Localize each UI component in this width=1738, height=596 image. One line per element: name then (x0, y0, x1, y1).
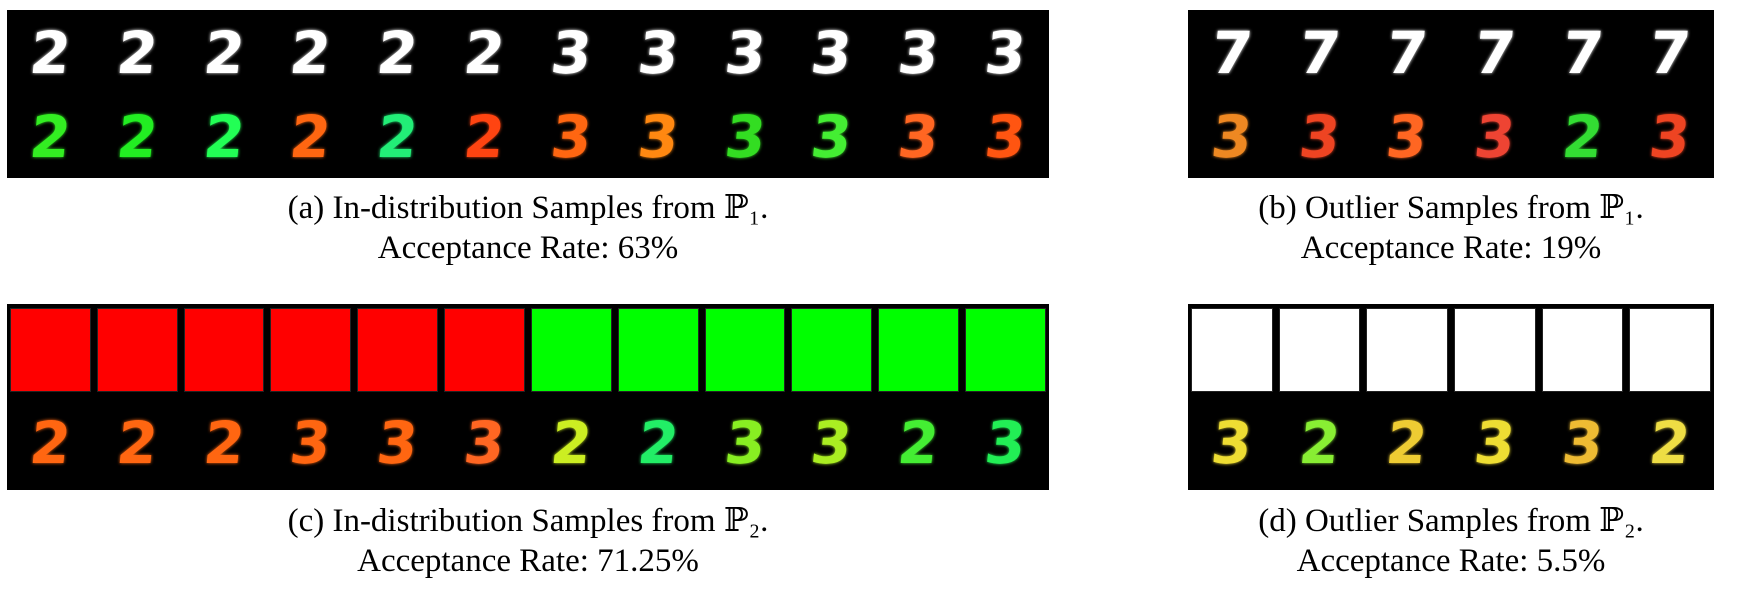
digit-sample: 3 (1471, 409, 1519, 477)
panel-b-caption-title: (b) Outlier Samples from ℙ₁. (1258, 190, 1644, 226)
digit-sample: 2 (26, 103, 75, 171)
panel-a-acceptance-rate: Acceptance Rate: 63% (377, 230, 679, 266)
digit-sample: 2 (894, 409, 943, 477)
digit-sample: 2 (26, 19, 75, 87)
digit-sample: 7 (1558, 19, 1607, 87)
digit-sample: 2 (287, 19, 335, 87)
color-square (1629, 308, 1712, 392)
digit-sample: 3 (981, 409, 1030, 477)
digit-sample: 3 (634, 103, 682, 171)
digit-sample: 3 (894, 103, 943, 171)
digit-sample: 3 (721, 409, 769, 477)
digit-sample: 2 (460, 103, 509, 171)
digit-sample: 2 (26, 409, 75, 477)
digit-sample: 2 (1295, 409, 1344, 477)
digit-sample: 7 (1471, 19, 1519, 87)
digit-sample: 3 (721, 19, 769, 87)
digit-sample: 2 (460, 19, 509, 87)
digit-sample: 2 (373, 103, 422, 171)
color-square (791, 308, 873, 392)
digit-sample: 3 (894, 19, 943, 87)
digit-sample: 7 (1208, 19, 1256, 87)
panel-d-acceptance-rate: Acceptance Rate: 5.5% (1296, 543, 1606, 579)
digit-sample: 3 (1383, 103, 1431, 171)
color-square (1191, 308, 1273, 392)
digit-sample: 7 (1383, 19, 1431, 87)
color-square (96, 308, 178, 392)
color-square (878, 308, 960, 392)
color-square (617, 308, 699, 392)
color-square (444, 308, 525, 392)
panel-c-acceptance-rate: Acceptance Rate: 71.25% (357, 543, 699, 579)
digit-sample: 3 (1558, 409, 1607, 477)
digit-sample: 2 (200, 409, 248, 477)
color-square (270, 308, 352, 392)
digit-sample: 2 (373, 19, 422, 87)
panel-b-caption: (b) Outlier Samples from ℙ₁. Acceptance … (1188, 188, 1714, 268)
panel-d-white-squares-row (1188, 304, 1714, 396)
color-square (183, 308, 265, 392)
digit-sample: 2 (113, 103, 161, 171)
color-square (1541, 308, 1624, 392)
digit-sample: 3 (1295, 103, 1344, 171)
digit-sample: 2 (113, 409, 161, 477)
digit-sample: 3 (808, 103, 856, 171)
panel-c-caption-title: (c) In-distribution Samples from ℙ₂. (287, 503, 769, 539)
color-square (530, 308, 612, 392)
digit-sample: 3 (547, 103, 596, 171)
digit-sample: 7 (1646, 19, 1694, 87)
digit-sample: 3 (981, 19, 1030, 87)
digit-sample: 3 (1208, 103, 1256, 171)
digit-sample: 2 (547, 409, 596, 477)
digit-sample: 2 (634, 409, 682, 477)
digit-sample: 3 (287, 409, 335, 477)
digit-sample: 3 (1646, 103, 1694, 171)
digit-sample: 3 (547, 19, 596, 87)
digit-sample: 2 (1383, 409, 1431, 477)
digit-sample: 3 (808, 409, 856, 477)
color-square (704, 308, 786, 392)
panel-d-caption: (d) Outlier Samples from ℙ₂. Acceptance … (1188, 501, 1714, 581)
color-square (10, 308, 91, 392)
panel-b-acceptance-rate: Acceptance Rate: 19% (1300, 230, 1602, 266)
digit-sample: 7 (1295, 19, 1344, 87)
digit-sample: 3 (373, 409, 422, 477)
color-square (1366, 308, 1449, 392)
panel-d-caption-title: (d) Outlier Samples from ℙ₂. (1258, 503, 1644, 539)
digit-sample: 2 (200, 19, 248, 87)
panel-a-caption-title: (a) In-distribution Samples from ℙ₁. (287, 190, 769, 226)
digit-sample: 3 (460, 409, 509, 477)
digit-sample: 3 (721, 103, 769, 171)
digit-sample: 3 (1471, 103, 1519, 171)
digit-sample: 3 (808, 19, 856, 87)
digit-sample: 2 (1646, 409, 1694, 477)
color-square (1454, 308, 1536, 392)
digit-sample: 2 (113, 19, 161, 87)
digit-sample: 2 (1558, 103, 1607, 171)
panel-c-caption: (c) In-distribution Samples from ℙ₂. Acc… (7, 501, 1049, 581)
color-square (1278, 308, 1361, 392)
digit-sample: 2 (287, 103, 335, 171)
digit-sample: 2 (200, 103, 248, 171)
digit-sample: 3 (981, 103, 1030, 171)
digit-sample: 3 (634, 19, 682, 87)
color-square (965, 308, 1046, 392)
color-square (357, 308, 439, 392)
digit-sample: 3 (1208, 409, 1256, 477)
panel-c-color-squares-row (7, 304, 1049, 396)
panel-a-caption: (a) In-distribution Samples from ℙ₁. Acc… (7, 188, 1049, 268)
